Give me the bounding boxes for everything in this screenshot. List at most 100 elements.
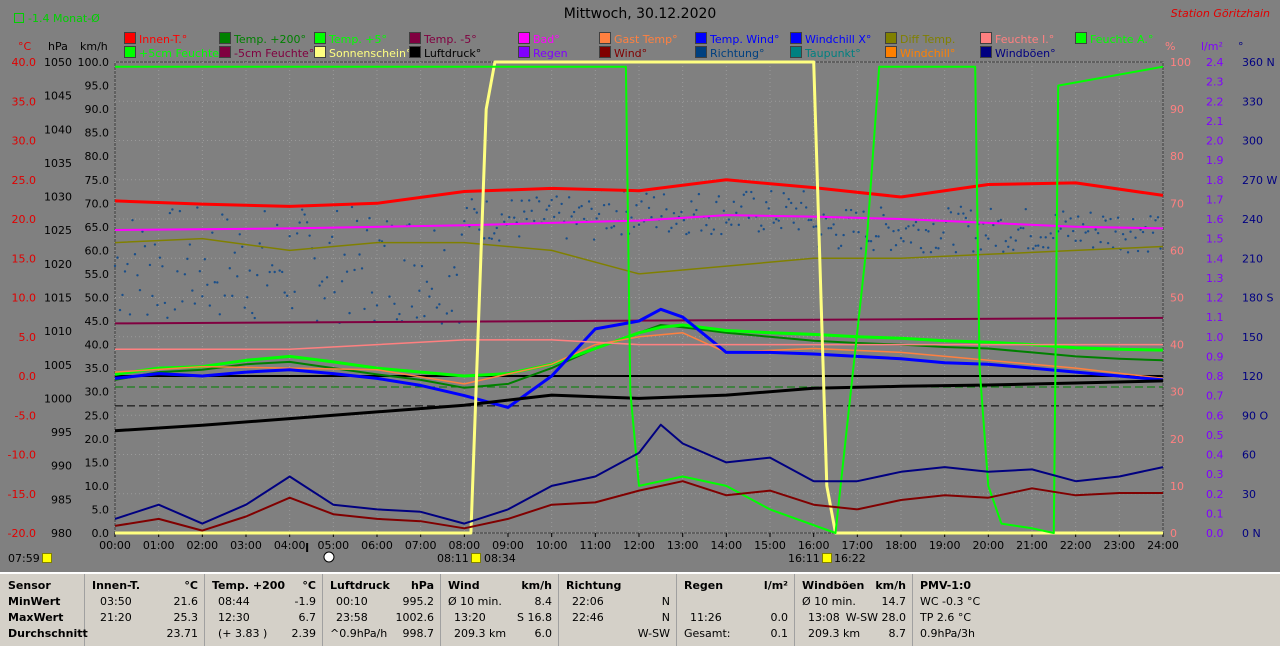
direction-point: [882, 213, 885, 217]
direction-point: [887, 226, 890, 229]
direction-point: [221, 213, 224, 216]
direction-point: [118, 308, 122, 312]
direction-point: [904, 227, 908, 230]
direction-point: [176, 270, 179, 273]
legend-swatch: [695, 46, 707, 58]
pressure-tick-label: 1005: [44, 359, 72, 372]
sunrise-icon: [470, 553, 481, 563]
pressure-tick-label: 1015: [44, 292, 72, 305]
direction-point: [1044, 236, 1047, 239]
wind-tick-label: 15.0: [85, 456, 110, 469]
temp200-max-time: 12:30: [218, 611, 250, 624]
direction-point: [143, 245, 147, 248]
legend-item: Luftdruck°: [409, 46, 481, 60]
x-tick-label: 01:00: [143, 539, 175, 552]
x-tick-label: 10:00: [536, 539, 568, 552]
direction-point: [423, 314, 426, 318]
direction-point: [762, 228, 765, 231]
innen-avg-value: 23.71: [166, 627, 199, 640]
temp-tick-label: 35.0: [12, 95, 37, 108]
stats-col-pmv: PMV-1:0 WC -0.3 °C TP 2.6 °C 0.9hPa/3h: [912, 574, 1042, 646]
direction-point: [520, 199, 523, 202]
rain-tick-label: 0.5: [1206, 429, 1224, 442]
richtung-min-value: N: [661, 595, 670, 608]
series-line: [115, 339, 1163, 351]
direction-point: [665, 208, 668, 211]
direction-point: [1091, 246, 1095, 249]
direction-point: [902, 240, 905, 243]
pressure-tick-label: 1030: [44, 191, 72, 204]
direction-point: [318, 284, 321, 287]
richtung-avg-value: W-SW: [637, 627, 670, 640]
direction-point: [672, 211, 676, 215]
direction-point: [323, 297, 326, 300]
humidity-tick-label: 50: [1170, 292, 1184, 305]
direction-point: [1064, 220, 1067, 223]
direction-point: [388, 295, 391, 298]
x-tick-label: 02:00: [186, 539, 218, 552]
direction-point: [403, 259, 406, 262]
direction-point: [834, 233, 838, 236]
direction-point: [884, 223, 888, 226]
direction-point: [530, 209, 533, 213]
direction-point: [408, 223, 411, 226]
direction-point: [852, 230, 855, 233]
direction-point: [465, 206, 469, 210]
direction-point: [528, 199, 531, 202]
direction-point: [752, 197, 755, 200]
direction-point: [1089, 211, 1092, 214]
direction-point: [478, 228, 481, 231]
direction-point: [178, 209, 182, 213]
direction-point: [418, 289, 421, 292]
direction-point: [537, 200, 541, 203]
direction-point: [595, 217, 598, 220]
direction-point: [263, 209, 266, 213]
direction-point: [470, 198, 474, 201]
direction-point: [907, 225, 910, 228]
direction-point: [1101, 215, 1105, 218]
legend-item: Feuchte A.°: [1075, 32, 1153, 46]
direction-point: [206, 283, 209, 286]
direction-point: [208, 304, 212, 307]
direction-point: [922, 251, 925, 254]
legend-swatch: [885, 32, 897, 44]
x-tick-label: 04:00: [274, 539, 306, 552]
direction-point: [343, 253, 346, 256]
direction-point: [567, 196, 571, 199]
direction-point: [1079, 239, 1082, 242]
direction-point: [453, 266, 456, 269]
direction-point: [929, 250, 933, 254]
direction-tick-label: 120: [1242, 370, 1263, 383]
x-tick-label: 07:00: [405, 539, 437, 552]
pressure-tick-label: 1000: [44, 392, 72, 405]
x-tick-label: 14:00: [710, 539, 742, 552]
direction-point: [158, 256, 162, 259]
direction-point: [1141, 230, 1145, 234]
direction-point: [964, 216, 968, 220]
wind-tick-label: 100.0: [78, 56, 110, 69]
direction-point: [700, 229, 703, 232]
direction-point: [518, 235, 521, 238]
direction-point: [308, 234, 311, 237]
legend-item: Windchill°: [885, 46, 955, 60]
direction-tick-label: 300: [1242, 135, 1263, 148]
series-line: [114, 214, 1164, 231]
pressure-tick-label: 995: [51, 426, 72, 439]
temp200-min-time: 08:44: [218, 595, 250, 608]
direction-point: [959, 205, 963, 209]
direction-point: [188, 243, 192, 246]
direction-point: [1086, 230, 1090, 233]
direction-point: [253, 316, 256, 320]
direction-point: [660, 215, 663, 218]
direction-point: [136, 274, 139, 277]
direction-point: [832, 223, 835, 226]
direction-point: [1017, 228, 1020, 231]
direction-point: [285, 294, 289, 297]
direction-point: [575, 222, 578, 226]
statistics-panel: Sensor MinWert MaxWert Durchschnitt Inne…: [0, 572, 1280, 646]
humidity-tick-label: 10: [1170, 480, 1184, 493]
direction-point: [914, 220, 918, 224]
direction-point: [211, 231, 214, 234]
direction-point: [667, 230, 671, 233]
direction-tick-label: 240: [1242, 213, 1263, 226]
